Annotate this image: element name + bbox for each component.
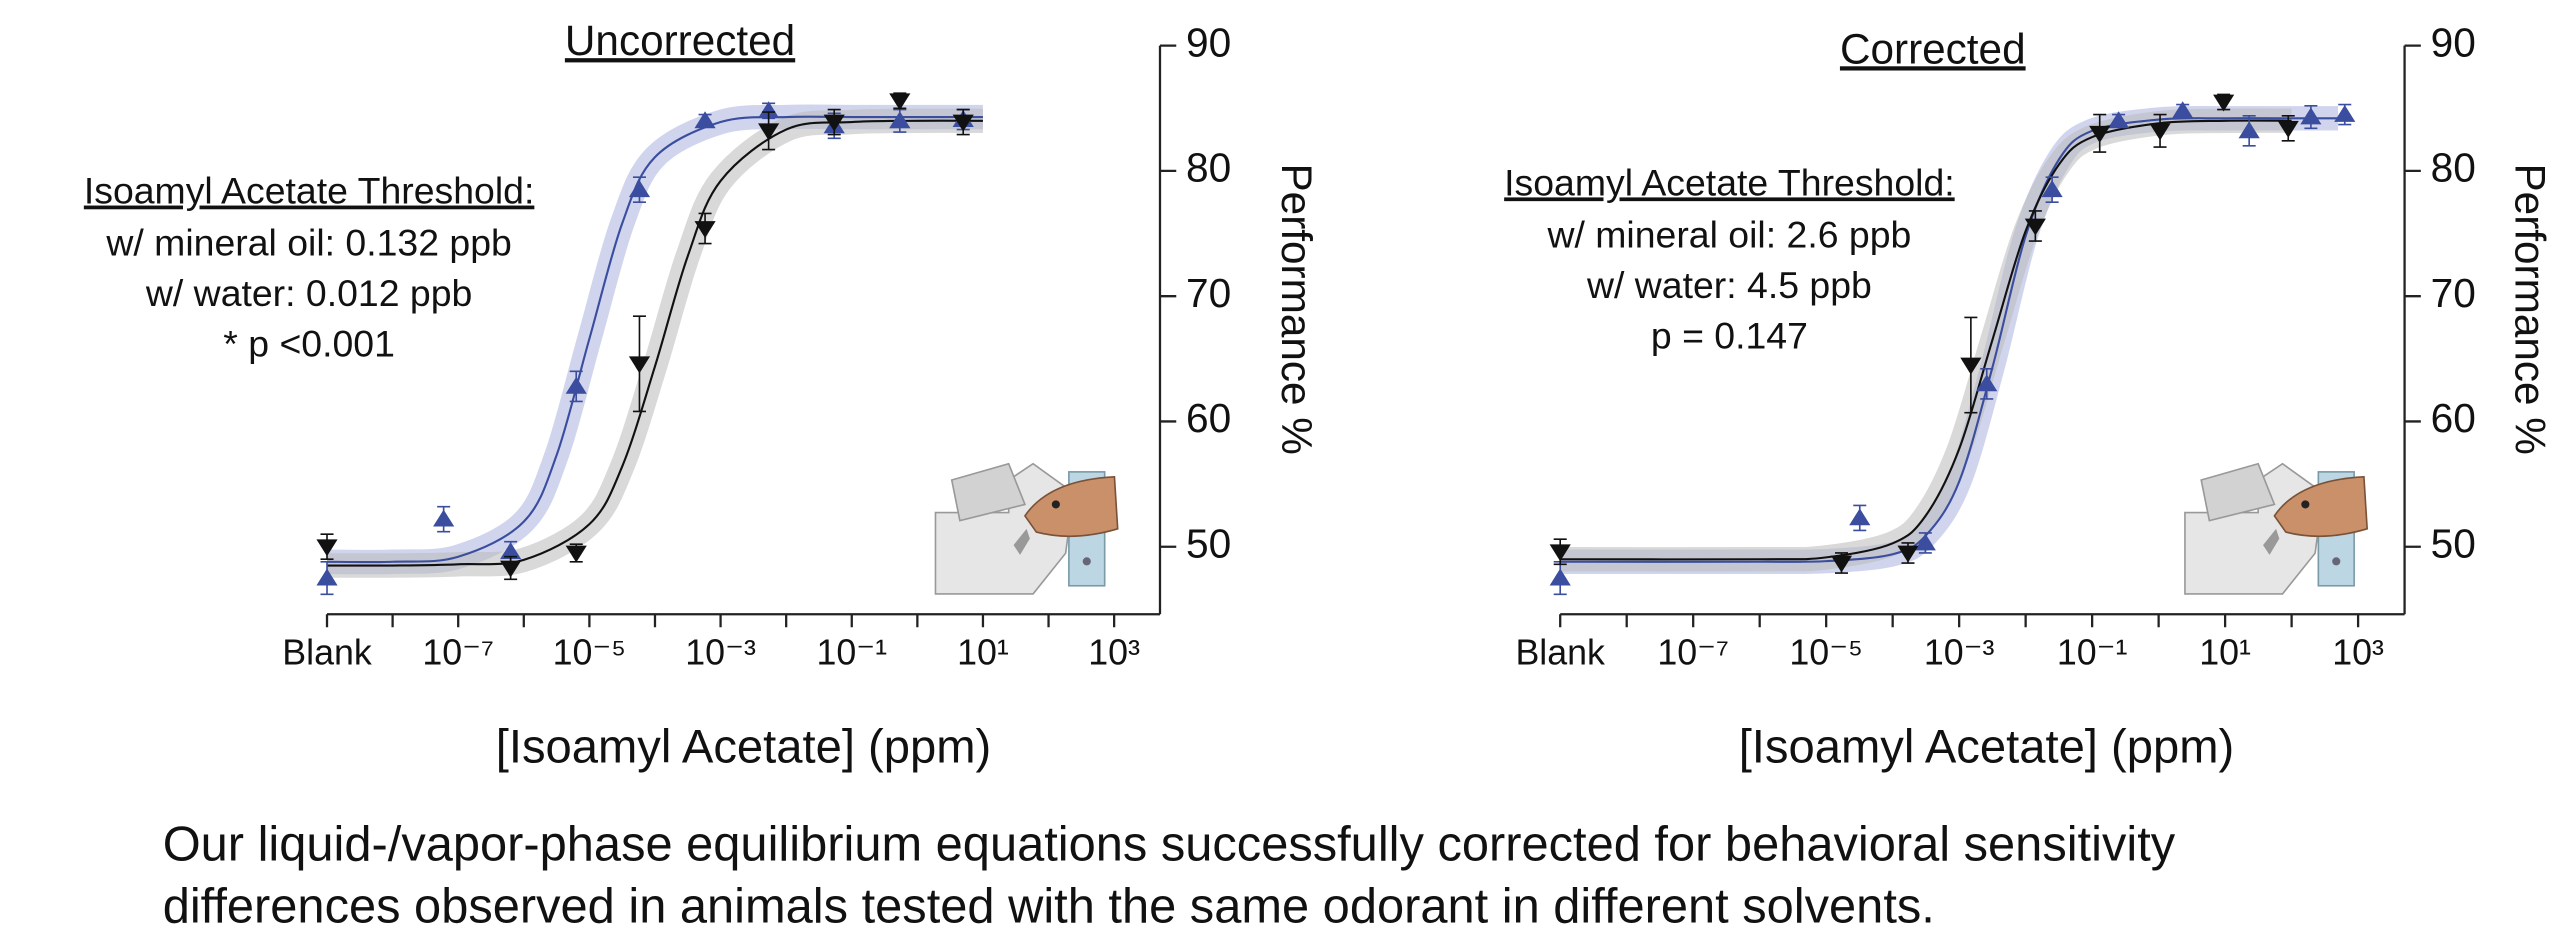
data-point xyxy=(2089,125,2111,143)
x-tick-label: 10⁻¹ xyxy=(2057,632,2128,672)
data-point xyxy=(628,356,651,374)
data-point xyxy=(2108,111,2130,129)
data-point xyxy=(2024,218,2046,236)
annotation-line: p = 0.147 xyxy=(1651,314,1808,356)
y-tick-label: 70 xyxy=(1186,270,1231,316)
data-point xyxy=(500,542,522,560)
y-tick-label: 80 xyxy=(2431,145,2476,191)
data-point xyxy=(758,123,780,141)
data-point xyxy=(1549,544,1571,562)
data-point xyxy=(1830,555,1853,573)
x-axis-label: [Isoamyl Acetate] (ppm) xyxy=(496,720,991,773)
fit-line xyxy=(327,119,983,567)
y-tick-label: 50 xyxy=(2431,520,2476,566)
annotation-line: w/ mineral oil: 0.132 ppb xyxy=(105,222,511,264)
x-tick-label: 10³ xyxy=(1088,632,1140,672)
data-point xyxy=(1849,508,1871,526)
x-tick-label: 10⁻³ xyxy=(1924,632,1995,672)
data-point xyxy=(889,111,911,129)
data-point xyxy=(694,111,716,129)
mouse-illustration xyxy=(2184,462,2369,595)
y-tick-label: 50 xyxy=(1186,520,1231,566)
y-tick-label: 60 xyxy=(1186,395,1231,441)
annotation-heading: Isoamyl Acetate Threshold: xyxy=(1504,161,1955,203)
data-point xyxy=(1914,533,1936,551)
x-tick-label: 10⁻⁵ xyxy=(553,632,627,672)
data-point xyxy=(316,539,338,557)
x-tick-label: 10¹ xyxy=(2199,632,2251,672)
data-point xyxy=(316,568,338,586)
data-point xyxy=(2277,120,2299,138)
fit-line xyxy=(1560,117,2339,563)
data-point xyxy=(758,101,780,119)
data-point xyxy=(1960,357,1982,375)
x-tick-label: 10⁻¹ xyxy=(816,632,887,672)
data-point xyxy=(889,93,911,111)
data-point xyxy=(500,560,522,578)
y-tick-label: 70 xyxy=(2431,270,2476,316)
y-tick-label: 60 xyxy=(2431,395,2476,441)
x-axis-label: [Isoamyl Acetate] (ppm) xyxy=(1739,720,2235,773)
y-tick-label: 80 xyxy=(1186,145,1231,191)
data-point xyxy=(2213,94,2235,112)
data-point xyxy=(2334,105,2356,122)
annotation-heading: Isoamyl Acetate Threshold: xyxy=(84,170,535,212)
data-point xyxy=(433,509,455,527)
data-point xyxy=(565,376,587,394)
annotation-line: w/ water: 4.5 ppb xyxy=(1586,264,1872,306)
fit-line xyxy=(327,115,983,564)
x-tick-label: 10⁻⁷ xyxy=(422,632,494,672)
y-axis-label: Performance % xyxy=(2506,163,2551,454)
caption: Our liquid-/vapor-phase equilibrium equa… xyxy=(163,818,2176,872)
data-point xyxy=(2172,101,2194,119)
caption: differences observed in animals tested w… xyxy=(163,879,1935,933)
data-point xyxy=(628,180,651,198)
data-point xyxy=(565,545,587,563)
x-tick-label: 10⁻⁵ xyxy=(1789,632,1863,672)
chart-title: Corrected xyxy=(1840,25,2026,72)
x-tick-label: 10⁻⁷ xyxy=(1657,632,1729,672)
annotation-line: w/ mineral oil: 2.6 ppb xyxy=(1546,213,1911,255)
annotation-line: w/ water: 0.012 ppb xyxy=(145,272,472,314)
annotation-line: * p <0.001 xyxy=(223,322,395,364)
x-tick-label: 10⁻³ xyxy=(685,632,756,672)
data-point xyxy=(1549,568,1571,586)
y-tick-label: 90 xyxy=(2431,19,2476,65)
data-point xyxy=(2041,180,2063,198)
data-point xyxy=(2300,107,2322,125)
x-tick-label: 10³ xyxy=(2332,632,2384,672)
data-point xyxy=(1976,374,1998,392)
data-point xyxy=(2238,121,2260,139)
x-tick-label: 10¹ xyxy=(957,632,1009,672)
chart-title: Uncorrected xyxy=(565,17,795,64)
x-tick-label: Blank xyxy=(1515,632,1605,672)
data-point xyxy=(952,114,974,132)
data-point xyxy=(2149,123,2171,141)
data-point xyxy=(694,221,716,239)
mouse-illustration xyxy=(934,462,1119,595)
y-tick-label: 90 xyxy=(1186,19,1231,65)
x-tick-label: Blank xyxy=(282,632,372,672)
y-axis-label: Performance % xyxy=(1273,163,1320,454)
data-point xyxy=(823,114,845,132)
data-point xyxy=(1897,545,1919,563)
